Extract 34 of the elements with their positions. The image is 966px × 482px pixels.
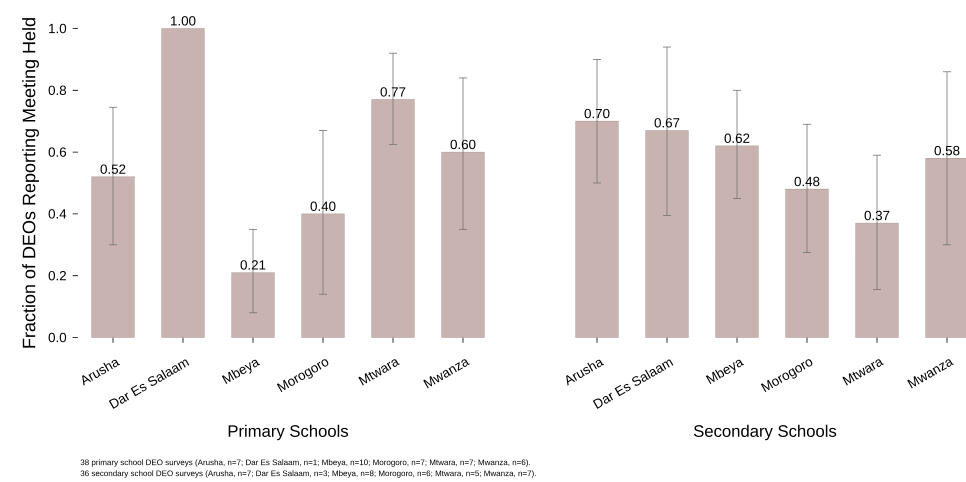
bar [786, 189, 828, 338]
y-tick-label: 0.6 [48, 147, 66, 157]
bar [301, 214, 345, 338]
bar [856, 223, 898, 338]
y-tick-label: 0.0 [48, 332, 66, 342]
bar [441, 152, 485, 338]
data-label: 0.62 [724, 134, 750, 143]
data-label: 0.40 [310, 202, 336, 211]
data-label: 1.00 [171, 16, 196, 26]
bar [91, 176, 135, 338]
x-axis-title: Secondary Schools [694, 424, 836, 440]
x-axis-title: Primary Schools [228, 424, 348, 440]
text: 36 secondary school DEO surveys (Arusha, n=7; Dar Es Salaam, n=3; Mbeya, n=8; Morogoro, n=6; Mtwara, n=5; Mwanza, n=7). [80, 470, 536, 478]
bar [576, 121, 618, 338]
data-label: 0.67 [654, 118, 680, 128]
y-tick-label: 0.8 [48, 86, 66, 96]
data-label: 0.70 [584, 108, 610, 118]
text: 38 primary school DEO surveys (Arusha, n=7; Dar Es Salaam, n=1; Mbeya, n=10; Morogoro, n=7; Mtwara, n=7; Mwanza, n=6). [80, 459, 530, 467]
bar [231, 272, 275, 338]
bar [371, 99, 415, 338]
bar [161, 28, 205, 338]
y-tick-label: 0.4 [48, 209, 66, 219]
data-label: 0.37 [864, 210, 890, 220]
bar [716, 146, 758, 338]
data-label: 0.48 [794, 176, 820, 186]
y-axis-title: Fraction of DEOs Reporting Meeting Held [22, 18, 39, 348]
data-label: 0.21 [240, 260, 266, 270]
data-label: 0.52 [100, 164, 126, 174]
data-label: 0.58 [934, 146, 960, 156]
bar [646, 130, 688, 338]
y-tick-label: 1.0 [49, 24, 66, 34]
data-label: 0.77 [380, 87, 406, 97]
data-label: 0.60 [450, 140, 476, 150]
y-tick-label: 0.2 [48, 270, 66, 280]
